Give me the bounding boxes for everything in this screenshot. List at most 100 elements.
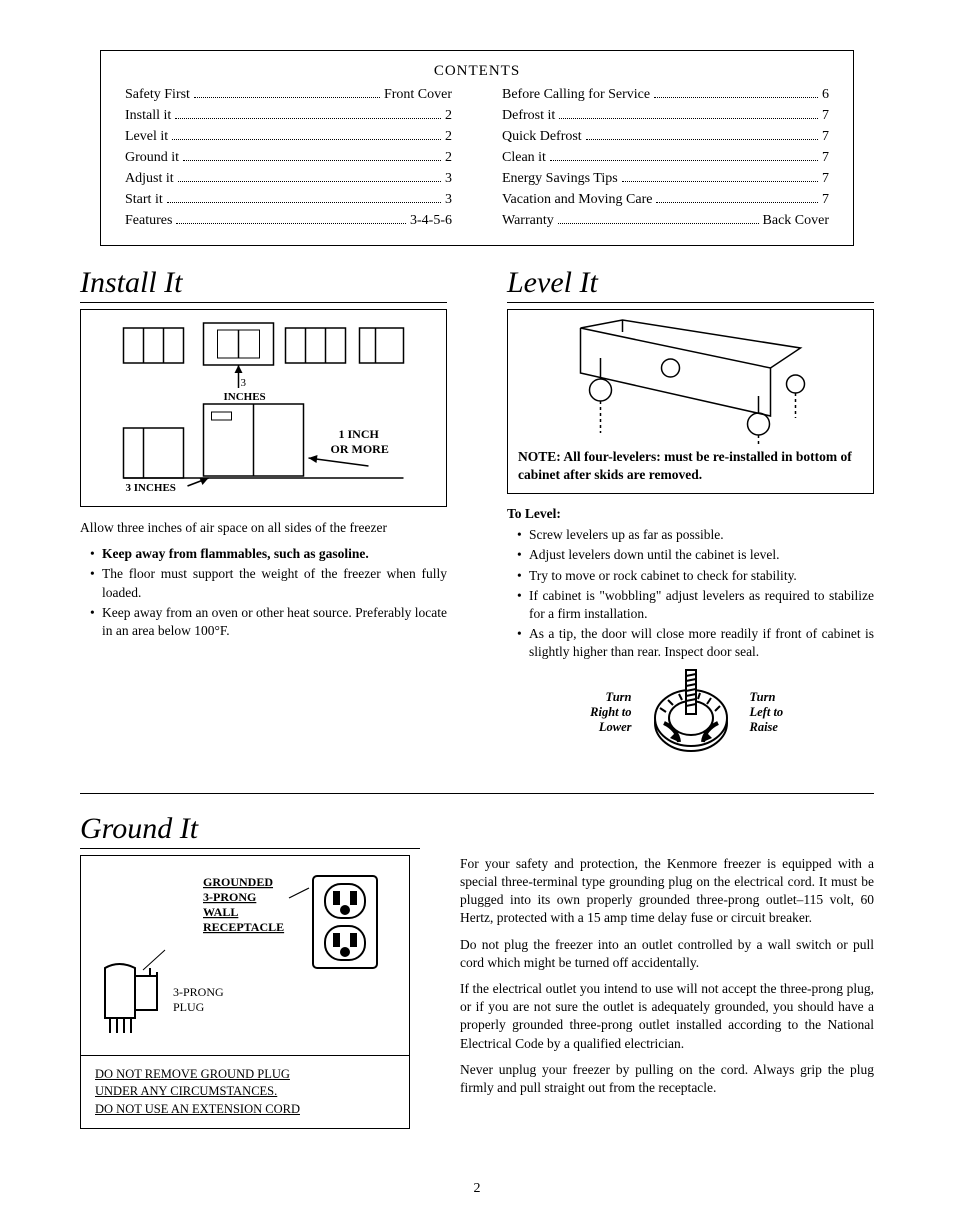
toc-dots [183, 160, 441, 161]
svg-text:3 INCHES: 3 INCHES [126, 482, 176, 494]
toc-dots [622, 181, 818, 182]
contents-title: CONTENTS [125, 63, 829, 80]
install-heading: Install It [80, 266, 447, 303]
toc-dots [654, 97, 818, 98]
ground-p2: Do not plug the freezer into an outlet c… [460, 936, 874, 972]
turn-left-label: TurnLeft toRaise [750, 690, 810, 735]
toc-row: Features3-4-5-6 [125, 210, 452, 231]
ground-heading: Ground It [80, 812, 420, 849]
toc-page: 7 [822, 147, 829, 168]
toc-dots [172, 139, 441, 140]
toc-row: Clean it 7 [502, 147, 829, 168]
toc-dots [178, 181, 441, 182]
toc-page: 7 [822, 189, 829, 210]
svg-text:GROUNDED: GROUNDED [203, 875, 273, 889]
ground-p4: Never unplug your freezer by pulling on … [460, 1061, 874, 1097]
toc-label: Defrost it [502, 105, 555, 126]
toc-dots [194, 97, 380, 98]
toc-row: Vacation and Moving Care 7 [502, 189, 829, 210]
toc-row: Before Calling for Service 6 [502, 84, 829, 105]
toc-row: Safety FirstFront Cover [125, 84, 452, 105]
toc-label: Warranty [502, 210, 554, 231]
toc-label: Start it [125, 189, 163, 210]
toc-page: 2 [445, 126, 452, 147]
toc-row: Ground it2 [125, 147, 452, 168]
ground-warn-1: DO NOT REMOVE GROUND PLUG [95, 1067, 290, 1081]
toc-dots [176, 223, 406, 224]
toc-label: Features [125, 210, 172, 231]
level-bullet: Adjust levelers down until the cabinet i… [519, 546, 874, 564]
level-bullet: As a tip, the door will close more readi… [519, 625, 874, 661]
toc-page: 7 [822, 168, 829, 189]
contents-columns: Safety FirstFront CoverInstall it2Level … [125, 84, 829, 231]
ground-row: GROUNDED 3-PRONG WALL RECEPTACLE [80, 855, 874, 1130]
ground-warning: DO NOT REMOVE GROUND PLUG UNDER ANY CIRC… [81, 1056, 409, 1129]
toc-dots [167, 202, 441, 203]
toc-label: Ground it [125, 147, 179, 168]
toc-dots [586, 139, 818, 140]
install-bullet: The floor must support the weight of the… [92, 565, 447, 601]
toc-label: Level it [125, 126, 168, 147]
toc-row: Defrost it7 [502, 105, 829, 126]
leveler-knob-icon [646, 668, 736, 758]
toc-row: Level it 2 [125, 126, 452, 147]
ground-p3: If the electrical outlet you intend to u… [460, 980, 874, 1053]
ground-diagram: GROUNDED 3-PRONG WALL RECEPTACLE [93, 868, 397, 1038]
level-section: Level It [507, 266, 874, 758]
install-bullets: Keep away from flammables, such as gasol… [80, 545, 447, 640]
install-level-row: Install It [80, 266, 874, 758]
install-diagram: 3 INCHES 1 INCH OR MORE 3 INCHES [89, 318, 438, 498]
svg-text:PLUG: PLUG [173, 1000, 205, 1014]
install-bullet: Keep away from flammables, such as gasol… [92, 545, 447, 563]
to-level-heading: To Level: [507, 506, 874, 522]
ground-figure-col: GROUNDED 3-PRONG WALL RECEPTACLE [80, 855, 410, 1130]
toc-dots [175, 118, 441, 119]
level-note-text: NOTE: All four-levelers: must be re-inst… [518, 449, 852, 482]
toc-row: Quick Defrost7 [502, 126, 829, 147]
svg-text:3-PRONG: 3-PRONG [203, 890, 256, 904]
level-heading: Level It [507, 266, 874, 303]
svg-text:RECEPTACLE: RECEPTACLE [203, 920, 284, 934]
toc-label: Energy Savings Tips [502, 168, 618, 189]
toc-row: Warranty Back Cover [502, 210, 829, 231]
toc-page: 3 [445, 189, 452, 210]
ground-text-col: For your safety and protection, the Kenm… [460, 855, 874, 1106]
contents-box: CONTENTS Safety FirstFront CoverInstall … [100, 50, 854, 246]
toc-label: Before Calling for Service [502, 84, 650, 105]
level-bullets: Screw levelers up as far as possible. Adj… [507, 526, 874, 662]
toc-row: Energy Savings Tips 7 [502, 168, 829, 189]
install-intro: Allow three inches of air space on all s… [80, 519, 447, 537]
toc-dots [558, 223, 759, 224]
level-bullet: Screw levelers up as far as possible. [519, 526, 874, 544]
svg-text:OR MORE: OR MORE [331, 442, 389, 456]
toc-label: Clean it [502, 147, 546, 168]
level-diagram [518, 318, 863, 448]
svg-text:INCHES: INCHES [224, 391, 266, 403]
install-section: Install It [80, 266, 447, 758]
svg-text:3-PRONG: 3-PRONG [173, 985, 224, 999]
turn-right-label: TurnRight toLower [572, 690, 632, 735]
toc-dots [559, 118, 818, 119]
leveler-knob-figure: TurnRight toLower [507, 668, 874, 758]
ground-figure: GROUNDED 3-PRONG WALL RECEPTACLE [81, 856, 409, 1056]
contents-col-left: Safety FirstFront CoverInstall it2Level … [125, 84, 452, 231]
level-figure: NOTE: All four-levelers: must be re-inst… [507, 309, 874, 494]
toc-dots [550, 160, 818, 161]
toc-label: Install it [125, 105, 171, 126]
ground-warn-3: DO NOT USE AN EXTENSION CORD [95, 1102, 300, 1116]
svg-text:WALL: WALL [203, 905, 238, 919]
toc-page: 2 [445, 105, 452, 126]
toc-page: 6 [822, 84, 829, 105]
toc-page: 3 [445, 168, 452, 189]
level-note: NOTE: All four-levelers: must be re-inst… [518, 448, 863, 483]
toc-label: Vacation and Moving Care [502, 189, 652, 210]
toc-row: Start it 3 [125, 189, 452, 210]
contents-col-right: Before Calling for Service6Defrost it7Qu… [502, 84, 829, 231]
install-bullet: Keep away from an oven or other heat sou… [92, 604, 447, 640]
ground-p1: For your safety and protection, the Kenm… [460, 855, 874, 928]
ground-figure-box: GROUNDED 3-PRONG WALL RECEPTACLE [80, 855, 410, 1130]
toc-page: Back Cover [763, 210, 829, 231]
toc-page: Front Cover [384, 84, 452, 105]
install-figure: 3 INCHES 1 INCH OR MORE 3 INCHES [80, 309, 447, 507]
level-bullet: If cabinet is "wobbling" adjust levelers… [519, 587, 874, 623]
